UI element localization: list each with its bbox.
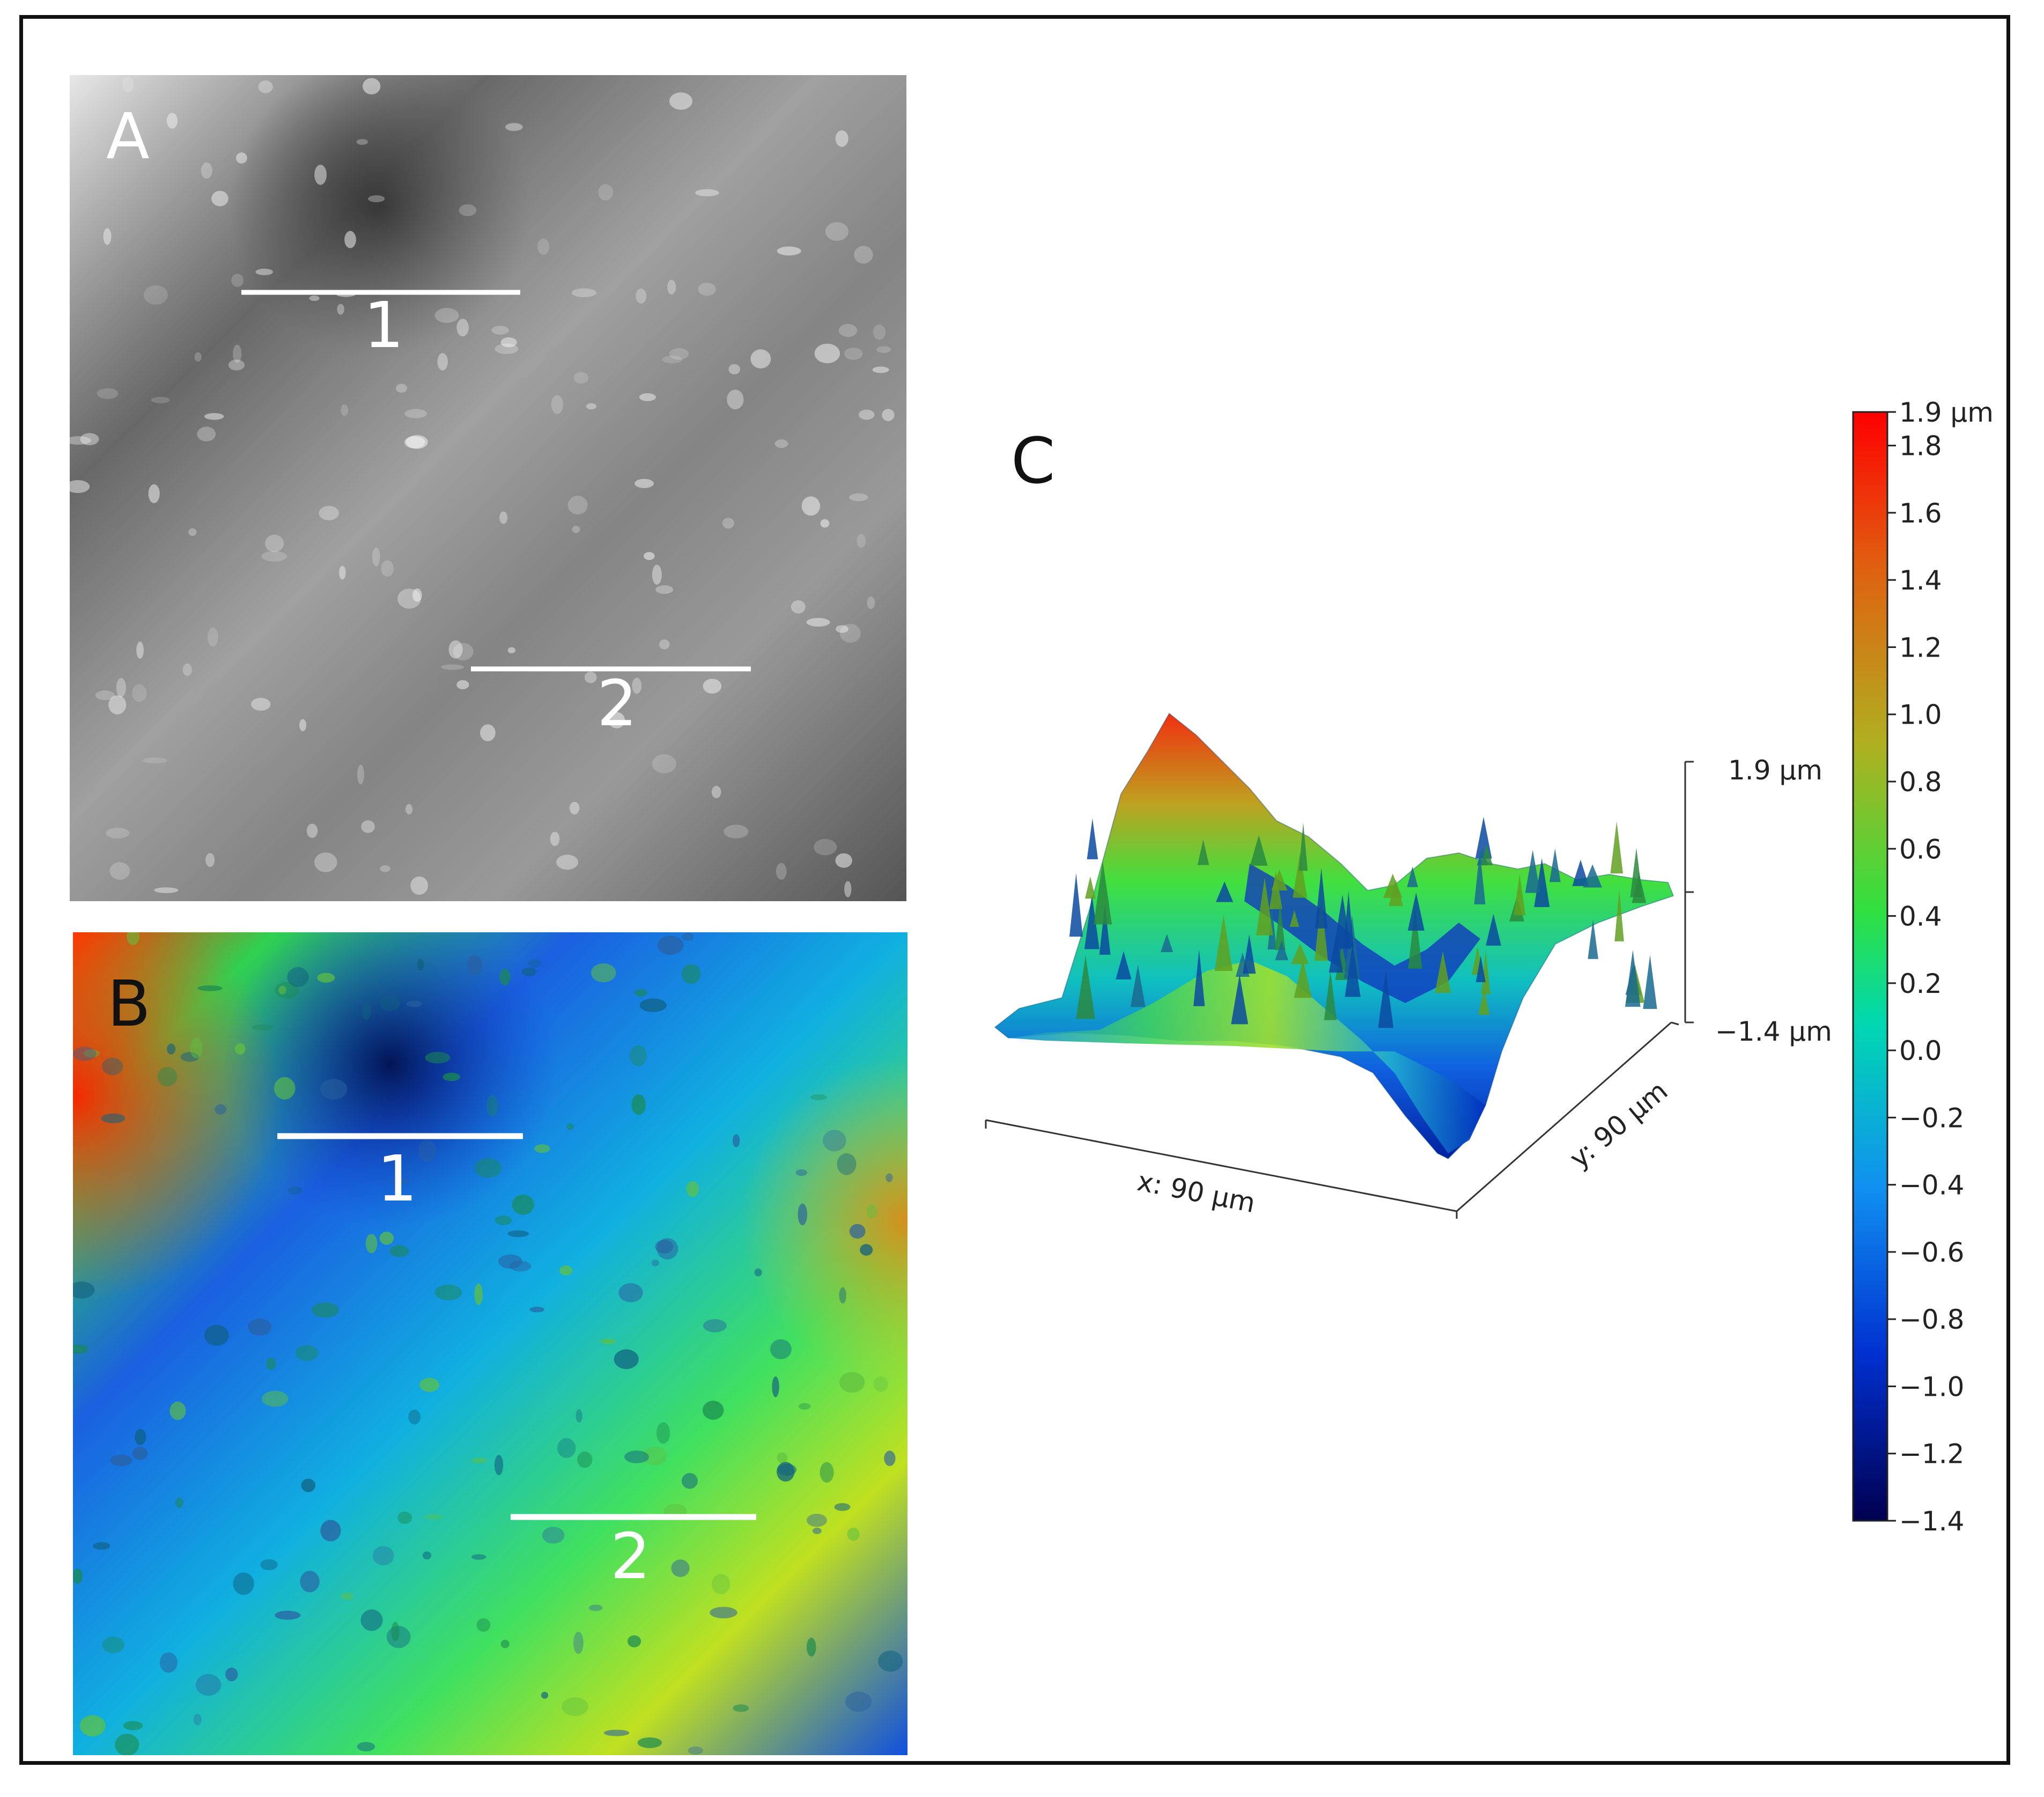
colorbar-tick-label-13: −0.6 [1899, 1237, 1964, 1268]
colorbar-tick-label-1: 1.8 [1899, 431, 1942, 462]
y-axis-label: y: 90 µm [1563, 1075, 1673, 1174]
panel-a-grayscale-image [70, 75, 906, 901]
colorbar-tick-label-6: 0.8 [1899, 767, 1942, 798]
profile-line-2-a-label: 2 [597, 666, 637, 740]
profile-line-1-a-label: 1 [364, 288, 404, 362]
colorbar-tick-label-0: 1.9 µm [1899, 397, 1994, 428]
colorbar-tick-label-10: 0.0 [1899, 1035, 1942, 1066]
colorbar-tick-label-8: 0.4 [1899, 901, 1942, 932]
colorbar-tick-label-9: 0.2 [1899, 968, 1942, 999]
figure-frame [19, 15, 2010, 1765]
colorbar-tick-label-15: −1.0 [1899, 1371, 1964, 1402]
colorbar-tick-label-14: −0.8 [1899, 1304, 1964, 1335]
surface-axes [985, 761, 1694, 1219]
profile-line-2-b-label: 2 [610, 1519, 651, 1593]
profile-line-1-b-label: 1 [377, 1141, 417, 1216]
colorbar-tick-label-2: 1.6 [1899, 498, 1942, 529]
panel-b-height-map [73, 932, 907, 1755]
colorbar-tick-label-3: 1.4 [1899, 565, 1942, 596]
panel-c-letter: C [1011, 424, 1055, 498]
x-axis-label: x: 90 µm [1135, 1166, 1258, 1219]
colorbar-tick-label-16: −1.2 [1899, 1439, 1964, 1470]
colorbar-tick-label-4: 1.2 [1899, 632, 1942, 663]
colorbar: 1.9 µm1.8 1.6 1.4 1.2 1.0 0.8 0.6 0.4 0.2 0.0 −0.2… [1852, 397, 1994, 1537]
colorbar-tick-label-11: −0.2 [1899, 1102, 1964, 1133]
panel-b-letter: B [107, 967, 151, 1041]
colorbar-tick-label-7: 0.6 [1899, 834, 1942, 865]
colorbar-gradient [1852, 411, 1888, 1522]
colorbar-tick-label-5: 1.0 [1899, 699, 1942, 731]
colorbar-tick-label-12: −0.4 [1899, 1170, 1964, 1201]
colorbar-tick-label-17: −1.4 [1899, 1506, 1964, 1537]
surface-3d-plot [994, 712, 1674, 1160]
z-axis-bottom-label: −1.4 µm [1715, 1016, 1832, 1047]
x-axis-line [985, 1119, 1457, 1212]
z-axis-top-label: 1.9 µm [1728, 755, 1822, 786]
y-axis-line [1456, 1021, 1672, 1212]
panel-a-letter: A [106, 99, 150, 173]
